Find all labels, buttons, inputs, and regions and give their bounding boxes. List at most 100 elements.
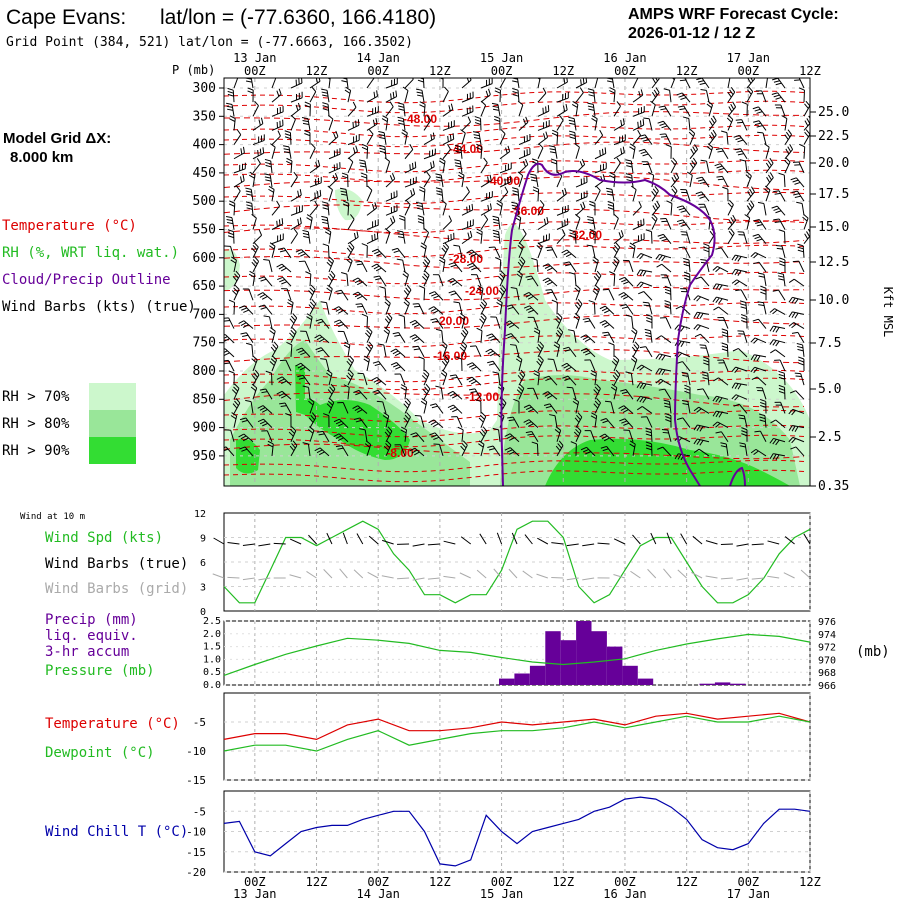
wind-barb-flag <box>356 409 363 413</box>
wind-barb-flag <box>622 146 625 153</box>
wind-barb-shaft <box>227 360 235 372</box>
wind-barb-flag <box>562 105 566 112</box>
wind-barb <box>245 201 254 216</box>
wind-barb <box>364 440 372 457</box>
wind-barb-flag <box>488 363 495 366</box>
wind-barb <box>543 403 558 414</box>
wind-barb <box>224 446 235 457</box>
wind-barb-flag <box>760 288 767 292</box>
wind-barb-flag <box>656 200 661 207</box>
wind-barb-flag <box>424 369 430 375</box>
precip-bar <box>560 640 577 685</box>
wind-barb-flag <box>261 391 268 394</box>
wind-barb-flag <box>731 254 736 261</box>
wind-barb-shaft <box>518 121 529 131</box>
wind-barb-flag <box>588 91 595 94</box>
wind-barb <box>383 327 391 343</box>
wind-barb <box>366 202 378 216</box>
wind-barb-flag <box>477 287 483 292</box>
wind-barb <box>717 316 729 329</box>
wind-barb-shaft <box>346 274 349 287</box>
wind-barb-flag <box>398 105 405 108</box>
wind-barb-flag <box>391 173 396 180</box>
wind-barb-shaft <box>743 232 748 244</box>
wind-barb-flag <box>799 143 805 148</box>
wind-barb-flag <box>753 261 760 265</box>
wind-barb-flag <box>224 429 231 431</box>
wind-barb-shaft <box>290 119 296 131</box>
wind-barb-flag <box>638 291 644 295</box>
wind-barb-flag <box>512 94 519 97</box>
wind-barb-grid <box>705 575 718 579</box>
wind-barb-flag <box>358 159 366 162</box>
wind-barb-flag <box>613 245 619 251</box>
wind-barb-flag <box>764 143 770 148</box>
wind-barb-flag <box>326 78 331 80</box>
wind-barb-shaft <box>738 403 748 414</box>
wind-barb <box>384 228 391 244</box>
wind-barb-flag <box>327 275 333 282</box>
wind-barb <box>551 129 559 145</box>
wind-barb <box>441 341 448 358</box>
wind-barb-shaft <box>435 318 444 329</box>
wind-barb-shaft <box>251 344 254 357</box>
wind-barb-flag <box>798 359 805 363</box>
wind-barb-flag <box>701 371 708 374</box>
wind-barb-flag <box>278 378 285 382</box>
wind-barb-shaft <box>613 175 616 188</box>
wind-barb-shaft <box>480 231 483 244</box>
wind-barb <box>227 87 235 103</box>
wind-barb-flag <box>474 116 481 119</box>
wind-barb-grid <box>258 577 271 581</box>
wind-barb <box>636 269 653 277</box>
wind-barb-flag <box>713 377 719 382</box>
wind-barb-flag <box>224 352 230 356</box>
wind-barb <box>433 443 444 457</box>
wind-barb <box>660 218 672 230</box>
height-tick-label: 12.5 <box>818 255 849 270</box>
wind-barb-flag <box>489 352 496 357</box>
wind-barb <box>650 100 656 117</box>
wind-barb-flag <box>259 148 262 155</box>
wind-barb <box>592 284 600 301</box>
wind-barb-flag <box>757 131 764 134</box>
wind-barb-flag <box>286 341 293 346</box>
wind-barb <box>335 289 349 301</box>
wind-barb-shaft <box>735 394 748 400</box>
wind-barb-flag <box>721 345 728 349</box>
wind-barb-shaft <box>778 218 786 230</box>
wind-barb-flag <box>470 380 477 385</box>
wind-barb-flag <box>497 199 503 205</box>
wind-y-tick-label: 9 <box>200 534 206 545</box>
wind-barb-shaft <box>233 190 241 202</box>
wind-barb-flag <box>785 148 790 155</box>
wind-barb-flag <box>574 143 580 148</box>
wind-barb-flag <box>372 389 379 393</box>
wind-barb-flag <box>291 443 296 449</box>
wind-barb-flag <box>734 255 739 262</box>
wind-barb-flag <box>750 448 757 454</box>
wind-barb-shaft <box>378 361 387 372</box>
wind-barb-flag <box>730 217 735 223</box>
wind-barb <box>717 359 729 372</box>
wind-barb-flag <box>546 217 549 224</box>
wind-barb-flag <box>642 119 645 126</box>
wind-barb-flag <box>581 158 586 165</box>
wind-barb-shaft <box>480 444 485 457</box>
wind-barb-flag <box>403 417 409 423</box>
wind-barb-flag <box>400 384 407 388</box>
wind-barb-grid <box>630 570 641 579</box>
wind-barb-flag <box>376 90 378 97</box>
wind-barb-flag <box>758 275 765 278</box>
wind-barb-flag <box>306 313 313 318</box>
wind-barb-true <box>308 534 317 545</box>
wind-barb-flag <box>309 397 315 403</box>
wind-barb <box>781 115 788 131</box>
wind-barb-flag <box>622 409 629 413</box>
wind-barb-flag <box>663 402 670 406</box>
wind-barb <box>655 353 672 361</box>
wind-barb <box>523 291 539 301</box>
wind-barb <box>416 88 425 103</box>
wind-barb <box>750 354 767 362</box>
wind-barb-flag <box>726 117 732 123</box>
